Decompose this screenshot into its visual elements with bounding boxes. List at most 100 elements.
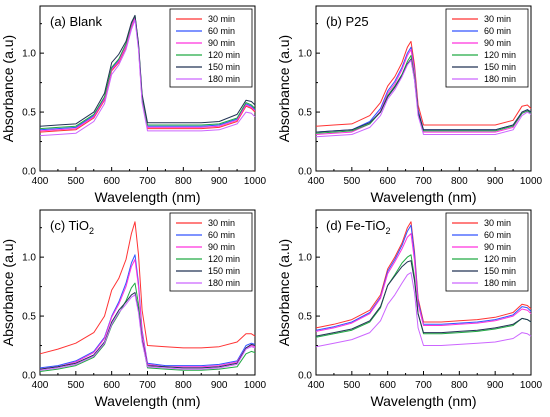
series-line-150-min — [39, 14, 256, 127]
x-axis-title: Wavelength (nm) — [94, 189, 200, 205]
x-tick-label: 700 — [139, 380, 156, 391]
x-tick-label: 500 — [343, 176, 360, 187]
panel-2: 400 500 600 700 800 900 1000 0.0 0.5 1.0 Wavelengt… — [0, 209, 267, 409]
y-tick-label: 1.0 — [22, 49, 36, 60]
series-line-120-min — [315, 254, 532, 338]
legend-entry: 30 min — [208, 218, 235, 228]
panel-label: (c) TiO2 — [50, 218, 94, 236]
y-axis-title: Absorbance (a.u) — [0, 35, 16, 142]
series-line-150-min — [39, 292, 256, 370]
series-line-180-min — [39, 294, 256, 371]
series-line-30-min — [39, 221, 256, 355]
x-tick-label: 400 — [308, 380, 325, 391]
legend-entry: 150 min — [208, 266, 240, 276]
x-tick-label: 800 — [175, 380, 192, 391]
series-line-180-min — [39, 19, 256, 137]
series-line-60-min — [315, 224, 532, 331]
x-tick-label: 800 — [451, 176, 468, 187]
panel-label-main: (c) TiO — [50, 218, 89, 233]
x-axis-title: Wavelength (nm) — [370, 189, 476, 205]
legend-entry: 90 min — [484, 38, 511, 48]
y-tick-label: 0.5 — [298, 108, 312, 119]
legend-entry: 180 min — [208, 74, 240, 84]
x-tick-label: 500 — [343, 380, 360, 391]
x-tick-label: 900 — [211, 176, 228, 187]
series-line-30-min — [315, 40, 532, 127]
legend-entry: 150 min — [484, 62, 516, 72]
x-tick-label: 700 — [139, 176, 156, 187]
legend-box — [445, 8, 529, 88]
panel-label: (a) Blank — [50, 14, 103, 29]
legend-entry: 180 min — [484, 74, 516, 84]
panel-label-main: (b) P25 — [326, 14, 369, 29]
legend-entry: 90 min — [208, 242, 235, 252]
x-tick-label: 500 — [67, 380, 84, 391]
y-tick-label: 0.5 — [22, 312, 36, 323]
x-tick-label: 600 — [379, 380, 396, 391]
series-line-90-min — [315, 233, 532, 332]
x-tick-label: 1000 — [244, 380, 267, 391]
y-tick-label: 0.0 — [22, 371, 36, 382]
y-tick-label: 0.5 — [298, 312, 312, 323]
x-tick-label: 700 — [415, 176, 432, 187]
panel-0: 400 500 600 700 800 900 1000 0.0 0.5 1.0 Wavelengt… — [0, 5, 267, 205]
y-tick-label: 0.0 — [298, 167, 312, 178]
panel-1: 400 500 600 700 800 900 1000 0.0 0.5 1.0 Wavelengt… — [276, 5, 543, 205]
x-tick-label: 600 — [103, 380, 120, 391]
legend-box — [169, 212, 253, 292]
series-line-120-min — [39, 282, 256, 372]
x-axis-title: Wavelength (nm) — [370, 393, 476, 409]
x-tick-label: 400 — [32, 176, 49, 187]
x-tick-label: 900 — [487, 176, 504, 187]
x-tick-label: 600 — [103, 176, 120, 187]
x-tick-label: 400 — [32, 380, 49, 391]
legend-entry: 90 min — [484, 242, 511, 252]
legend-entry: 60 min — [208, 230, 235, 240]
series-line-150-min — [315, 260, 532, 337]
x-tick-label: 800 — [451, 380, 468, 391]
x-tick-label: 900 — [487, 380, 504, 391]
y-tick-label: 1.0 — [298, 253, 312, 264]
legend-entry: 180 min — [484, 278, 516, 288]
series-line-180-min — [315, 272, 532, 348]
legend-entry: 60 min — [484, 26, 511, 36]
x-tick-label: 1000 — [244, 176, 267, 187]
x-tick-label: 700 — [415, 380, 432, 391]
y-tick-label: 1.0 — [298, 49, 312, 60]
y-tick-label: 0.0 — [298, 371, 312, 382]
legend-entry: 120 min — [484, 50, 516, 60]
legend-entry: 60 min — [484, 230, 511, 240]
legend-entry: 30 min — [484, 218, 511, 228]
y-axis-title: Absorbance (a.u) — [276, 239, 292, 346]
legend-entry: 90 min — [208, 38, 235, 48]
x-tick-label: 400 — [308, 176, 325, 187]
panel-label-subscript: 2 — [89, 226, 94, 236]
legend-box — [169, 8, 253, 88]
x-tick-label: 900 — [211, 380, 228, 391]
legend-entry: 180 min — [208, 278, 240, 288]
panel-label-main: (d) Fe-TiO — [326, 218, 385, 233]
x-tick-label: 1000 — [520, 380, 543, 391]
legend-entry: 150 min — [208, 62, 240, 72]
y-axis-title: Absorbance (a.u) — [276, 35, 292, 142]
series-line-90-min — [39, 259, 256, 370]
x-tick-label: 800 — [175, 176, 192, 187]
x-tick-label: 1000 — [520, 176, 543, 187]
legend-box — [445, 212, 529, 292]
y-tick-label: 1.0 — [22, 253, 36, 264]
x-tick-label: 600 — [379, 176, 396, 187]
x-axis-title: Wavelength (nm) — [94, 393, 200, 409]
y-tick-label: 0.5 — [22, 108, 36, 119]
panel-label-subscript: 2 — [385, 226, 390, 236]
x-tick-label: 500 — [67, 176, 84, 187]
legend-entry: 30 min — [484, 14, 511, 24]
legend-entry: 30 min — [208, 14, 235, 24]
panel-3: 400 500 600 700 800 900 1000 0.0 0.5 1.0 Wavelengt… — [276, 209, 543, 409]
legend-entry: 120 min — [208, 254, 240, 264]
panel-label: (d) Fe-TiO2 — [326, 218, 390, 236]
y-axis-title: Absorbance (a.u) — [0, 239, 16, 346]
legend-entry: 150 min — [484, 266, 516, 276]
panel-label-main: (a) Blank — [50, 14, 103, 29]
y-tick-label: 0.0 — [22, 167, 36, 178]
series-line-180-min — [315, 59, 532, 138]
